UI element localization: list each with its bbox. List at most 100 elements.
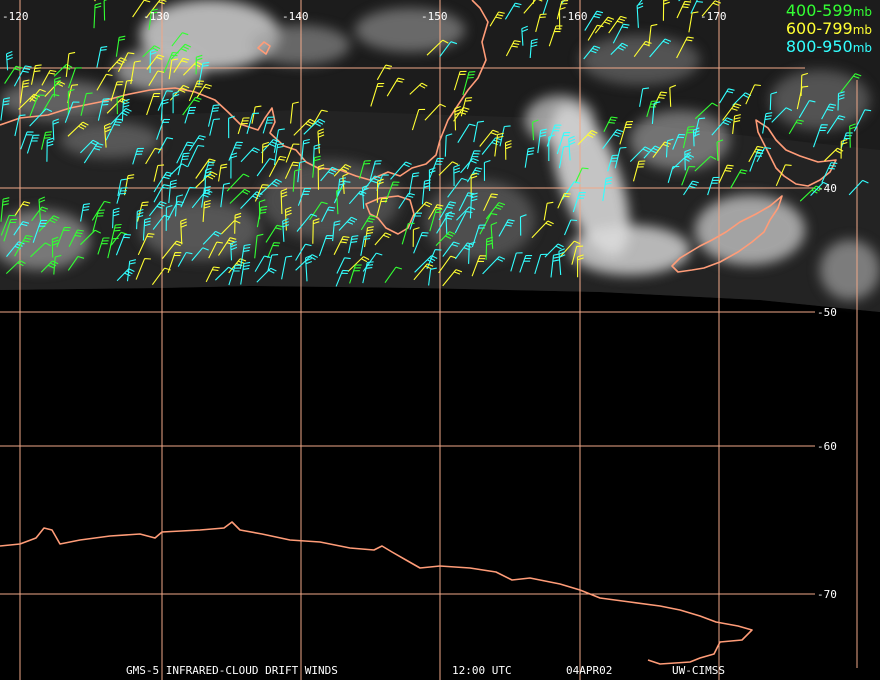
wind-barb <box>421 179 431 205</box>
wind-barb <box>435 231 456 246</box>
wind-barb <box>550 253 560 278</box>
wind-barb <box>177 251 193 267</box>
wind-barb <box>482 256 506 275</box>
coastline-island <box>257 41 271 55</box>
wind-barb <box>716 139 724 161</box>
wind-barb <box>103 0 108 21</box>
wind-barb <box>170 43 192 60</box>
wind-barb <box>683 180 699 196</box>
wind-barb <box>184 106 197 124</box>
wind-barb <box>651 101 661 124</box>
wind-barb <box>376 197 388 218</box>
wind-barb <box>38 196 46 222</box>
wind-barb <box>309 201 328 221</box>
wind-barb <box>602 129 624 150</box>
wind-barb <box>557 192 571 209</box>
wind-barb <box>812 124 828 148</box>
wind-barb <box>466 150 481 170</box>
wind-barb <box>169 84 190 101</box>
wind-barb <box>13 65 32 87</box>
wind-barb <box>267 242 281 259</box>
wind-barb <box>115 233 131 256</box>
wind-barb <box>284 161 300 179</box>
wind-barb <box>14 201 31 217</box>
wind-barb <box>80 92 93 116</box>
lon-label: -130 <box>143 10 170 23</box>
wind-barb <box>296 213 318 232</box>
wind-barb <box>318 235 334 257</box>
wind-barb <box>196 83 212 99</box>
wind-barb <box>349 264 362 284</box>
wind-barb <box>333 164 352 177</box>
wind-barb <box>26 134 40 154</box>
lon-label: -160 <box>561 10 588 23</box>
wind-barb <box>67 88 75 115</box>
wind-barb <box>273 143 284 166</box>
wind-barb <box>444 133 453 157</box>
wind-barb <box>544 243 564 258</box>
wind-barb <box>207 104 220 127</box>
wind-barb <box>672 133 686 150</box>
wind-barb <box>442 269 463 287</box>
wind-barb <box>106 98 128 114</box>
wind-barb <box>756 146 772 162</box>
wind-barb <box>30 64 42 85</box>
wind-barb <box>142 45 161 58</box>
wind-barb <box>639 87 650 107</box>
wind-barb <box>209 118 220 136</box>
wind-barb <box>176 141 194 164</box>
wind-barb <box>775 164 792 187</box>
wind-barb <box>183 61 203 76</box>
wind-barb <box>160 98 169 121</box>
wind-barb <box>453 106 470 122</box>
wind-barb <box>469 192 478 219</box>
wind-barb <box>649 38 672 58</box>
wind-barb <box>798 100 816 119</box>
lat-label: -60 <box>817 440 837 453</box>
wind-barbs <box>0 0 872 287</box>
wind-barb <box>14 234 33 257</box>
wind-barb <box>701 0 721 17</box>
wind-barb <box>694 102 718 120</box>
wind-barb <box>171 32 189 47</box>
wind-barb <box>426 39 449 56</box>
wind-barb <box>730 169 748 189</box>
wind-barb <box>157 90 173 111</box>
wind-barb <box>303 118 326 135</box>
wind-barb <box>426 249 442 270</box>
wind-barb <box>256 158 276 177</box>
wind-barb <box>52 118 60 141</box>
wind-barb <box>413 263 434 281</box>
lon-label: -150 <box>421 10 448 23</box>
wind-barb <box>148 70 165 86</box>
wind-barb <box>505 40 521 57</box>
wind-barb <box>556 132 571 155</box>
wind-barb <box>280 188 288 215</box>
wind-barb <box>145 147 162 165</box>
wind-barb <box>254 184 269 202</box>
wind-barb <box>438 201 457 221</box>
wind-barb <box>256 267 277 283</box>
wind-barb <box>228 264 242 286</box>
wind-barb <box>824 147 844 162</box>
wind-barb <box>594 16 615 34</box>
wind-barb <box>447 177 468 198</box>
wind-barb <box>543 201 554 221</box>
wind-barb <box>251 105 262 124</box>
wind-barb <box>117 178 128 197</box>
wind-barb <box>312 218 320 244</box>
wind-barb <box>234 212 242 234</box>
wind-barb <box>602 176 613 202</box>
wind-barb <box>332 220 341 242</box>
wind-barb <box>684 148 692 171</box>
wind-barb <box>614 146 627 169</box>
legend-range: 600-799 <box>785 19 853 38</box>
wind-barb <box>445 211 452 234</box>
wind-barb <box>665 138 674 158</box>
wind-barb <box>479 213 498 235</box>
wind-barb <box>722 103 742 121</box>
latitude-labels: -40 -50 -60 -70 <box>817 182 837 601</box>
legend-unit: mb <box>852 23 872 37</box>
wind-barb <box>438 161 459 176</box>
